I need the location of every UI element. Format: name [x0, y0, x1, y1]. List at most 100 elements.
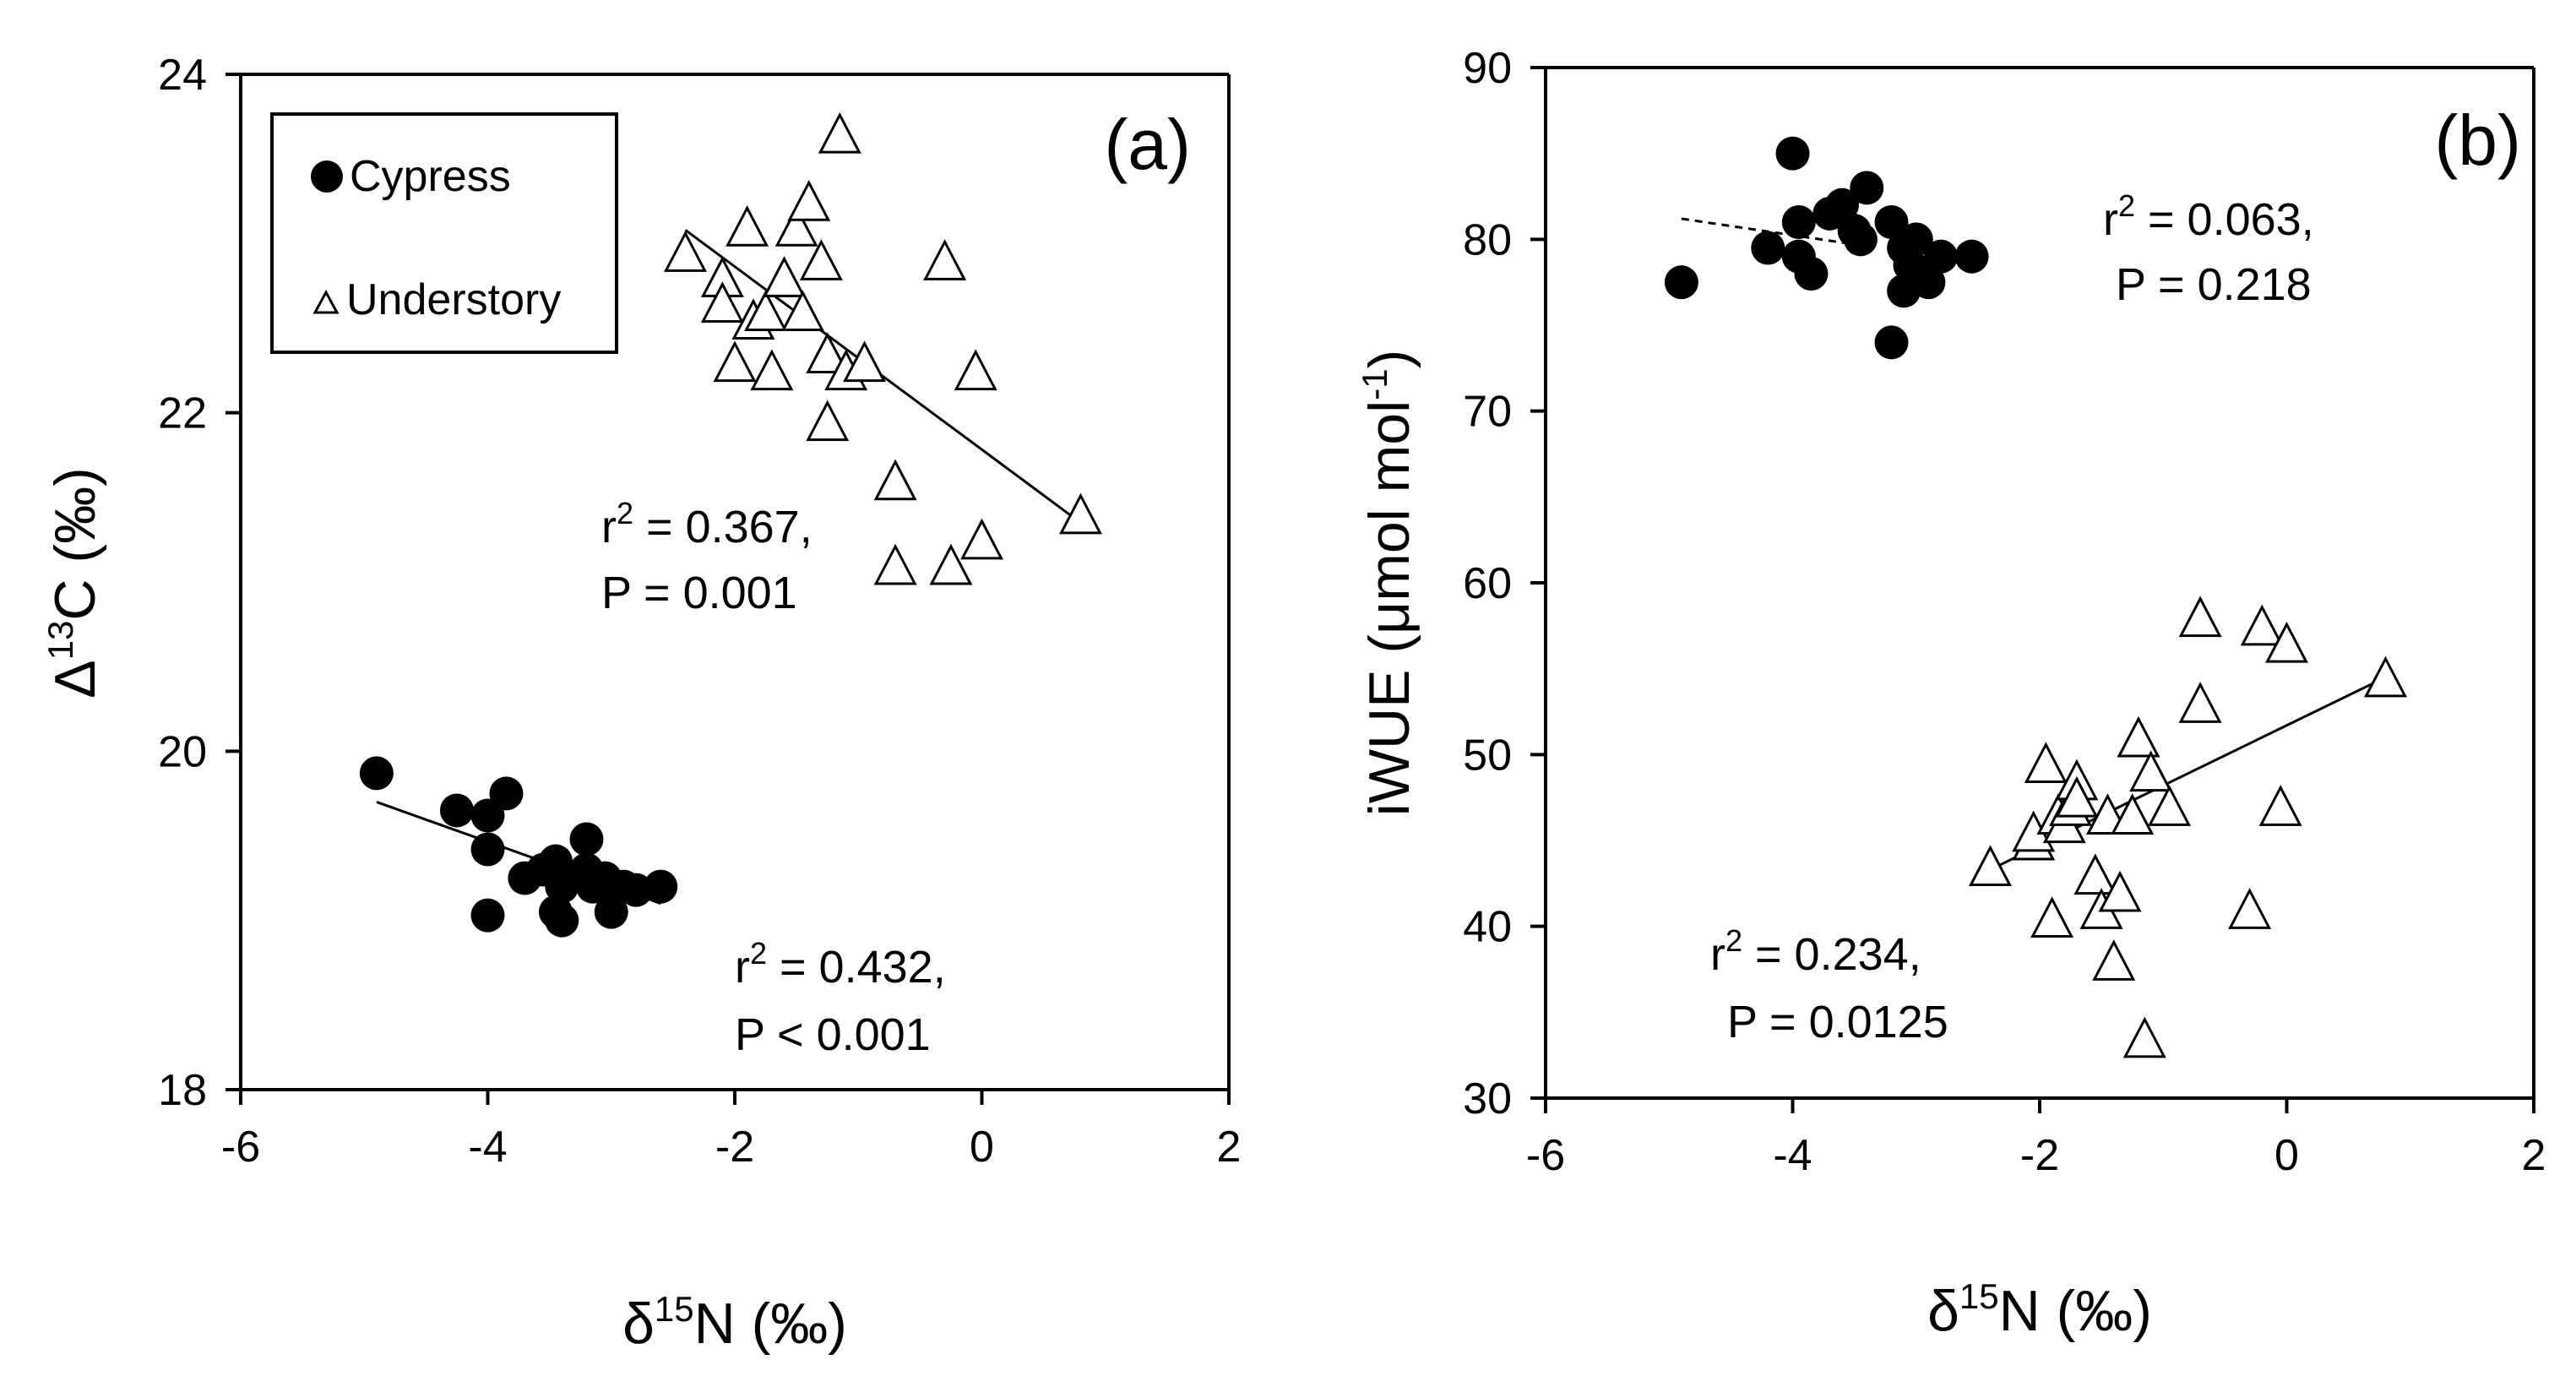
- panel-a-understory-point: [700, 281, 744, 323]
- panel-a-cypress-point: [545, 869, 579, 904]
- panel-a-cypress-r2: r2 = 0.432,: [735, 936, 946, 993]
- panel-a-cypress-point: [359, 756, 394, 791]
- panel-a-x-tick-label: 0: [970, 1123, 994, 1172]
- panel-a-chart: -6 -4 -2 0 2 18 20 22 24 δ15N (‰) Δ13C (‰) (a) C…: [41, 51, 1241, 1356]
- panel-b-cypress-point: [1911, 265, 1946, 300]
- panel-b-understory-point: [2073, 853, 2117, 895]
- panel-a-cypress-point: [439, 793, 474, 828]
- panel-b-x-tick-label: -6: [1526, 1131, 1565, 1180]
- panel-a-label: (a): [1104, 105, 1191, 184]
- panel-b-x-tick-label: -2: [2020, 1131, 2059, 1180]
- panel-a-understory-point: [744, 290, 788, 331]
- panel-a-understory-point: [954, 349, 997, 391]
- panel-a-understory-point: [818, 111, 861, 154]
- panel-a-x-tick-label: -2: [715, 1123, 754, 1172]
- legend-cypress-marker: [311, 160, 343, 193]
- panel-a-y-axis-title: Δ13C (‰): [41, 467, 107, 698]
- legend-understory-label: Understory: [346, 275, 561, 324]
- panel-a-cypress-p: P < 0.001: [735, 1009, 931, 1060]
- panel-b-y-axis-title: iWUE (μmol mol-1): [1355, 350, 1421, 817]
- panel-b-cypress-point: [1850, 171, 1884, 205]
- panel-b-cypress-point: [1781, 205, 1816, 239]
- panel-b-cypress-point: [1924, 239, 1958, 274]
- panel-b-x-tick-label: 2: [2522, 1131, 2546, 1180]
- panel-b-understory-point: [2265, 621, 2308, 663]
- legend-understory-marker: [312, 289, 340, 314]
- panel-b-understory-point: [2024, 742, 2068, 783]
- panel-b-understory-point: [2117, 715, 2160, 758]
- panel-b-cypress-p: P = 0.218: [2116, 259, 2312, 310]
- panel-b-label: (b): [2434, 101, 2521, 180]
- panel-a-cypress-point: [545, 903, 579, 938]
- panel-a-cypress-point: [594, 895, 628, 929]
- panel-b-understory-point: [2228, 888, 2272, 929]
- panel-a-y-tick-label: 18: [158, 1066, 207, 1115]
- panel-b-understory-p: P = 0.0125: [1727, 997, 1948, 1047]
- panel-a-understory-point: [713, 340, 757, 383]
- panel-a-cypress-point: [569, 822, 604, 857]
- panel-b-understory-point: [2148, 785, 2192, 826]
- panel-a-understory-p: P = 0.001: [601, 568, 797, 618]
- panel-b-cypress-point: [1899, 222, 1933, 257]
- panel-a-cypress-point: [489, 776, 524, 811]
- panel-a-understory-point: [873, 459, 917, 501]
- panel-b-x-axis-title: δ15N (‰): [1927, 1276, 2152, 1343]
- panel-a-understory-point: [806, 332, 850, 374]
- panel-b-ticks: [1530, 66, 2535, 1113]
- panel-a-understory-point: [843, 340, 887, 383]
- panel-b-tick-labels: -6 -4 -2 0 2 30 40 50 60 70 80 90: [1463, 44, 2546, 1180]
- panel-b-cypress-r2: r2 = 0.063,: [2103, 188, 2314, 245]
- panel-a-cypress-point: [470, 898, 505, 933]
- panel-a-cypress-point: [619, 873, 653, 907]
- panel-b-cypress-point: [1874, 205, 1909, 239]
- panel-a-legend: Cypress Understory: [270, 112, 618, 354]
- panel-b-axes: [1544, 66, 2535, 1100]
- panel-b-cypress-point: [1843, 222, 1878, 257]
- panel-b-understory-point: [2092, 939, 2136, 981]
- panel-b-cypress-point: [1874, 325, 1909, 360]
- panel-b-y-tick-label: 40: [1463, 903, 1512, 952]
- panel-a-understory-point: [780, 290, 824, 331]
- panel-b-understory-point: [2111, 793, 2155, 835]
- panel-a-x-tick-label: 2: [1217, 1123, 1242, 1172]
- panel-b-y-tick-label: 90: [1463, 44, 1512, 93]
- panel-a-understory-point: [763, 256, 806, 297]
- panel-a-x-tick-label: -4: [468, 1123, 507, 1172]
- panel-b-cypress-point: [1775, 136, 1810, 171]
- panel-a-y-tick-label: 22: [158, 389, 207, 438]
- panel-a-understory-point: [923, 239, 967, 280]
- panel-a-understory-r2: r2 = 0.367,: [601, 496, 812, 552]
- panel-a-understory-point: [929, 543, 973, 585]
- panel-a-axes: [239, 73, 1231, 1091]
- panel-a-understory-point: [726, 205, 769, 247]
- panel-b-cypress-point: [1794, 257, 1829, 291]
- panel-b-cypress-point: [1664, 265, 1698, 300]
- panel-b-understory-point: [1969, 845, 2012, 886]
- panel-b-x-tick-label: -4: [1773, 1131, 1812, 1180]
- panel-b-understory-point: [2364, 655, 2407, 698]
- panel-b-understory-r2: r2 = 0.234,: [1710, 923, 1921, 980]
- panel-b-x-tick-label: 0: [2274, 1131, 2299, 1180]
- panel-a-understory-point: [873, 543, 917, 585]
- panel-a-y-tick-label: 20: [158, 727, 207, 776]
- panel-a-understory-point: [799, 239, 843, 280]
- panel-b-y-tick-label: 60: [1463, 559, 1512, 608]
- panel-a-cypress-point: [538, 844, 573, 878]
- panel-b-cypress-point: [1751, 231, 1785, 265]
- panel-b-points: [1664, 136, 2407, 1058]
- panel-b-understory-point: [2122, 1016, 2166, 1058]
- panel-a-understory-point: [960, 518, 1003, 560]
- panel-b-understory-point: [2055, 775, 2099, 818]
- panel-b-y-tick-label: 70: [1463, 388, 1512, 437]
- panel-b-understory-point: [2098, 870, 2142, 912]
- panel-a-understory-point: [806, 400, 850, 442]
- panel-b-y-tick-label: 80: [1463, 215, 1512, 264]
- panel-a-understory-point: [774, 205, 818, 247]
- panel-a-y-tick-label: 24: [158, 51, 207, 100]
- panel-a-cypress-point: [470, 832, 505, 867]
- panel-a-understory-point: [750, 349, 794, 391]
- panel-a-x-axis-title: δ15N (‰): [622, 1289, 847, 1356]
- panel-b-understory-point: [2178, 596, 2222, 638]
- panel-b-cypress-point: [1825, 188, 1859, 222]
